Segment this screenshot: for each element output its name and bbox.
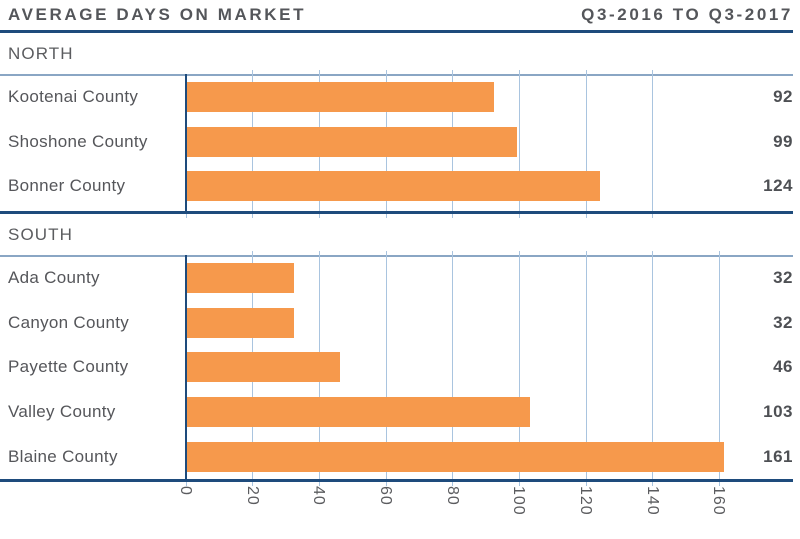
- x-tick-label-60: 60: [377, 486, 394, 506]
- title-divider-rule: [0, 30, 793, 33]
- page-title: AVERAGE DAYS ON MARKET: [8, 5, 307, 24]
- gridline-north-100: [518, 70, 520, 211]
- plot-top-border-north: [0, 74, 793, 76]
- gridline-north-140: [652, 70, 654, 211]
- x-tick-label-40: 40: [310, 486, 328, 506]
- value-label-valley-county: 103: [763, 402, 793, 421]
- category-label-kootenai-county: Kootenai County: [8, 87, 139, 106]
- tick-mark-north-60: [385, 214, 387, 218]
- value-label-canyon-county: 32: [773, 312, 793, 332]
- x-tick-label-20: 20: [243, 486, 261, 506]
- x-tick-label-160: 160: [710, 486, 728, 516]
- category-label-payette-county: Payette County: [8, 357, 129, 377]
- section-label-south: SOUTH: [8, 225, 73, 244]
- value-label-blaine-county: 161: [763, 446, 793, 466]
- tick-mark-south-40: [318, 482, 320, 486]
- category-label-shoshone-county: Shoshone County: [8, 131, 148, 151]
- value-label-shoshone-county: 99: [773, 131, 793, 151]
- value-label-kootenai-county: 92: [773, 87, 793, 106]
- tick-mark-south-0: [185, 482, 187, 486]
- bar-shoshone-county: [187, 126, 518, 157]
- tick-mark-south-120: [585, 482, 587, 486]
- x-tick-label-140: 140: [643, 486, 661, 516]
- section-divider-rule: [0, 211, 793, 214]
- gridline-south-80: [452, 251, 454, 479]
- tick-mark-north-80: [452, 214, 454, 218]
- plot-top-border-south: [0, 255, 793, 257]
- tick-mark-south-60: [385, 482, 387, 486]
- gridline-south-140: [652, 251, 654, 479]
- tick-mark-south-20: [252, 482, 254, 486]
- tick-mark-north-120: [585, 214, 587, 218]
- category-label-valley-county: Valley County: [8, 402, 116, 421]
- x-tick-label-120: 120: [577, 486, 595, 516]
- gridline-south-100: [518, 251, 520, 479]
- x-tick-label-0: 0: [177, 486, 194, 496]
- bar-payette-county: [187, 352, 341, 383]
- bar-kootenai-county: [187, 82, 494, 112]
- tick-mark-north-20: [252, 214, 254, 218]
- value-label-bonner-county: 124: [763, 176, 793, 196]
- y-axis-line-south: [185, 255, 187, 479]
- bar-valley-county: [187, 397, 531, 427]
- category-label-canyon-county: Canyon County: [8, 312, 130, 332]
- bar-bonner-county: [187, 171, 601, 202]
- category-label-ada-county: Ada County: [8, 268, 100, 287]
- category-label-blaine-county: Blaine County: [8, 446, 118, 466]
- y-axis-line-north: [185, 74, 187, 211]
- tick-mark-south-160: [718, 482, 720, 486]
- category-label-bonner-county: Bonner County: [8, 176, 126, 196]
- gridline-south-160: [718, 251, 720, 479]
- gridline-north-120: [585, 70, 587, 211]
- bar-canyon-county: [187, 307, 294, 338]
- section-label-north: NORTH: [8, 44, 74, 63]
- tick-mark-north-100: [518, 214, 520, 218]
- bar-ada-county: [187, 263, 294, 293]
- x-tick-label-80: 80: [443, 486, 461, 506]
- tick-mark-south-80: [452, 482, 454, 486]
- value-label-payette-county: 46: [773, 357, 793, 377]
- bar-blaine-county: [187, 441, 724, 472]
- tick-mark-north-140: [652, 214, 654, 218]
- gridline-south-60: [385, 251, 387, 479]
- tick-mark-south-140: [652, 482, 654, 486]
- value-label-ada-county: 32: [773, 268, 793, 287]
- gridline-south-120: [585, 251, 587, 479]
- x-tick-label-100: 100: [510, 486, 528, 516]
- date-range-label: Q3-2016 TO Q3-2017: [581, 5, 793, 24]
- tick-mark-north-40: [318, 214, 320, 218]
- x-axis-line: [0, 479, 793, 482]
- tick-mark-north-0: [185, 214, 187, 218]
- tick-mark-south-100: [518, 482, 520, 486]
